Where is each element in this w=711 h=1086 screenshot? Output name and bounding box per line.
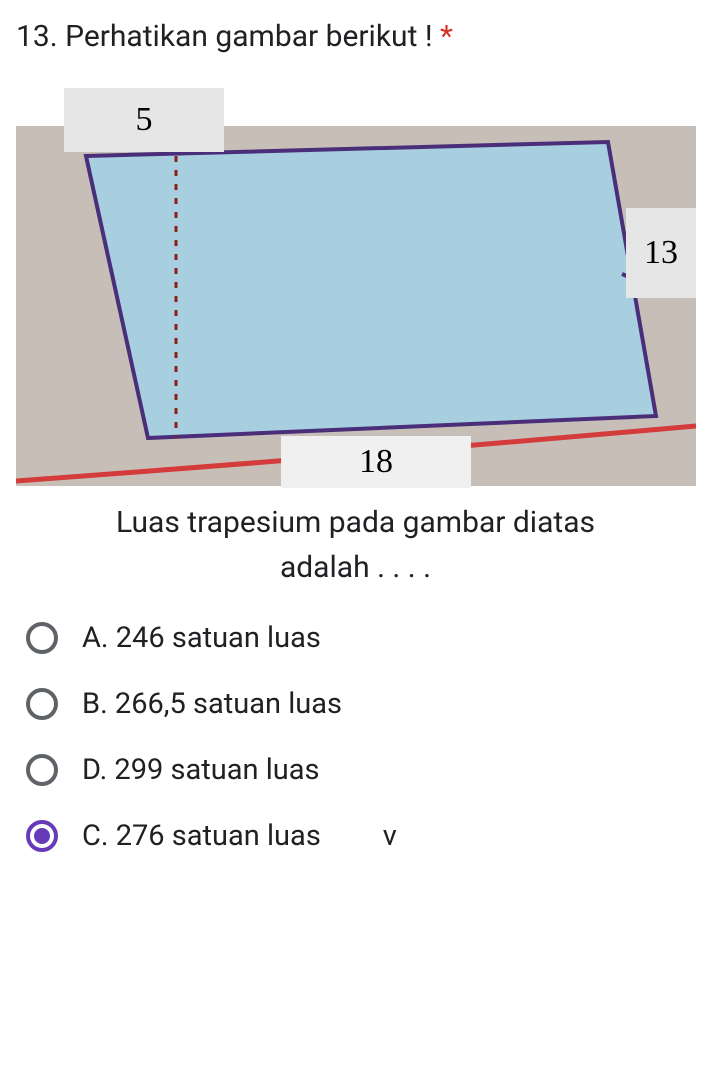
option-a-label: A. 246 satuan luas: [82, 621, 321, 655]
option-c-trailing: v: [383, 819, 397, 853]
radio-unselected-icon: [24, 686, 60, 722]
trapezoid-svg: [16, 126, 696, 486]
option-a[interactable]: A. 246 satuan luas: [24, 620, 695, 656]
figure-background: [16, 126, 696, 486]
figure-label-top: 5: [64, 88, 224, 152]
option-d-label: D. 299 satuan luas: [82, 753, 320, 787]
question-title: 13. Perhatikan gambar berikut ! *: [16, 16, 695, 58]
option-b-label: B. 266,5 satuan luas: [82, 687, 342, 721]
caption-line-1: Luas trapesium pada gambar diatas: [16, 500, 695, 545]
option-d[interactable]: D. 299 satuan luas: [24, 752, 695, 788]
figure-label-bottom: 18: [281, 436, 471, 488]
caption-line-2: adalah . . . .: [16, 545, 695, 590]
required-star: *: [440, 19, 453, 54]
trapezoid-shape: [86, 142, 656, 438]
option-b[interactable]: B. 266,5 satuan luas: [24, 686, 695, 722]
trapezoid-figure: 5 13 18: [16, 88, 696, 488]
question-caption: Luas trapesium pada gambar diatas adalah…: [16, 500, 695, 590]
option-c[interactable]: C. 276 satuan luas v: [24, 818, 695, 854]
question-text: Perhatikan gambar berikut !: [65, 19, 433, 54]
question-number: 13.: [16, 19, 58, 54]
radio-selected-icon: [24, 818, 60, 854]
radio-unselected-icon: [24, 752, 60, 788]
radio-unselected-icon: [24, 620, 60, 656]
figure-label-right: 13: [626, 208, 696, 298]
option-c-label: C. 276 satuan luas: [82, 819, 321, 853]
